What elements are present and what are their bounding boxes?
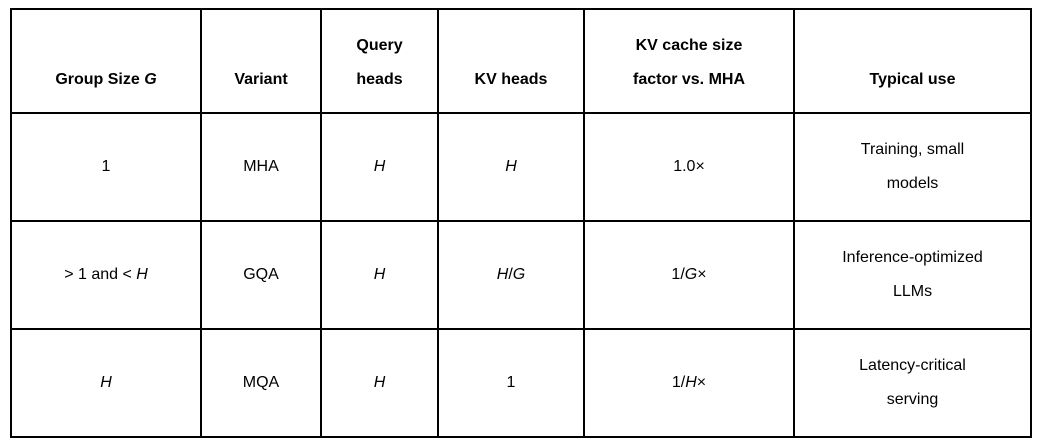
cell-mqa-kv-heads: 1 (437, 328, 585, 438)
text-segment: / (508, 266, 513, 283)
text-segment: factor vs. MHA (632, 71, 746, 88)
text-segment: 1.0× (673, 158, 705, 175)
text-segment: × (696, 374, 707, 391)
header-variant: Variant (200, 8, 322, 114)
cell-mqa-typical-use: Latency-critical serving (793, 328, 1032, 438)
text-segment: Query (356, 37, 403, 54)
math-variable: G (684, 266, 698, 283)
cell-gqa-typical-use: Inference-optimized LLMs (793, 220, 1032, 330)
cell-mha-kv-heads: H (437, 112, 585, 222)
text-segment: models (886, 175, 939, 192)
text-segment: MHA (243, 158, 279, 175)
text-segment: 1 (506, 374, 516, 391)
text-segment: KV heads (474, 71, 548, 88)
math-variable: H (100, 374, 112, 391)
text-segment: serving (886, 391, 939, 408)
math-variable: H (685, 374, 697, 391)
text-segment: > 1 and < (64, 266, 137, 283)
cell-gqa-kv-cache-factor: 1/G× (583, 220, 795, 330)
text-segment: GQA (243, 266, 279, 283)
text-segment: KV cache size (635, 37, 743, 54)
text-segment: LLMs (892, 283, 933, 300)
header-group-size: Group Size G (10, 8, 202, 114)
cell-gqa-query-heads: H (320, 220, 439, 330)
header-kv-cache-factor: KV cache size factor vs. MHA (583, 8, 795, 114)
math-variable: H (373, 266, 386, 283)
text-segment: Latency-critical (859, 357, 966, 374)
text-segment: heads (356, 71, 403, 88)
table-row-mqa: H MQA H 1 1/H× Latency-critical serving (10, 328, 1032, 438)
text-segment: 1 (101, 158, 111, 175)
attention-variants-table: Group Size G Variant Query heads KV heads… (10, 8, 1032, 438)
text-segment: × (697, 266, 707, 283)
cell-gqa-group-size: > 1 and < H (10, 220, 202, 330)
cell-mha-query-heads: H (320, 112, 439, 222)
text-segment: Inference-optimized (842, 249, 983, 266)
cell-mha-kv-cache-factor: 1.0× (583, 112, 795, 222)
header-typical-use: Typical use (793, 8, 1032, 114)
cell-mqa-group-size: H (10, 328, 202, 438)
math-variable: G (144, 71, 157, 88)
text-segment: Typical use (869, 71, 956, 88)
cell-gqa-variant: GQA (200, 220, 322, 330)
math-variable: H (373, 158, 386, 175)
math-variable: H (505, 158, 517, 175)
text-segment: Group Size (55, 71, 145, 88)
cell-mqa-variant: MQA (200, 328, 322, 438)
math-variable: H (136, 266, 148, 283)
cell-gqa-kv-heads: H/G (437, 220, 585, 330)
text-segment: Training, small (860, 141, 965, 158)
math-variable: H (373, 374, 386, 391)
cell-mqa-query-heads: H (320, 328, 439, 438)
text-segment: 1/ (671, 374, 686, 391)
header-row: Group Size G Variant Query heads KV heads… (10, 8, 1032, 114)
table-row-mha: 1 MHA H H 1.0× Training, small models (10, 112, 1032, 222)
cell-mha-variant: MHA (200, 112, 322, 222)
table-row-gqa: > 1 and < H GQA H H/G 1/G× Inference-opt… (10, 220, 1032, 330)
text-segment: Variant (234, 71, 288, 88)
header-query-heads: Query heads (320, 8, 439, 114)
text-segment: 1/ (671, 266, 685, 283)
math-variable: H (496, 266, 509, 283)
cell-mqa-kv-cache-factor: 1/H× (583, 328, 795, 438)
text-segment: MQA (242, 374, 280, 391)
header-kv-heads: KV heads (437, 8, 585, 114)
cell-mha-typical-use: Training, small models (793, 112, 1032, 222)
cell-mha-group-size: 1 (10, 112, 202, 222)
math-variable: G (512, 266, 526, 283)
